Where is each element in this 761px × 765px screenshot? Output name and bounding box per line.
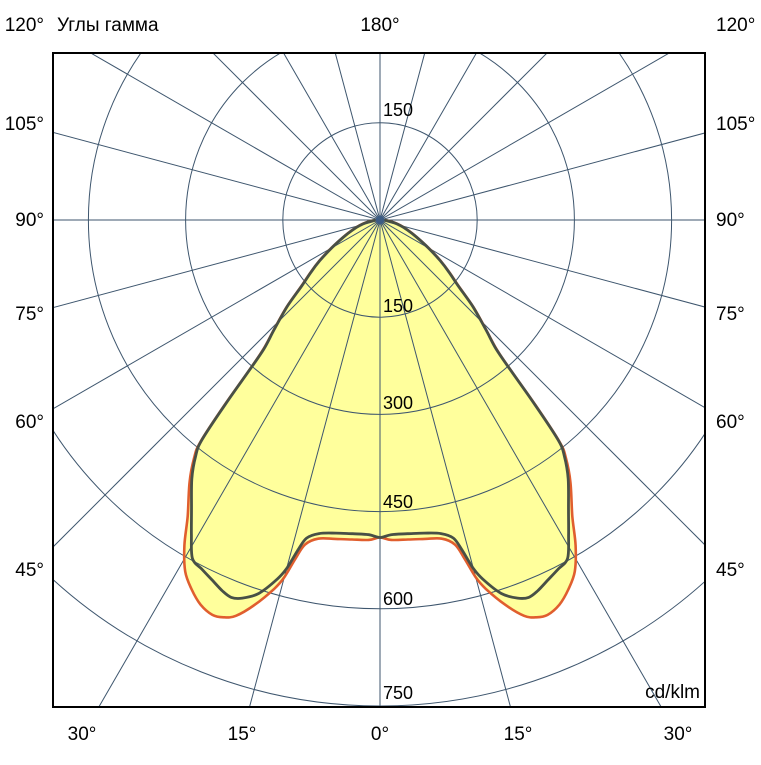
ring-labels-layer: 150 300 450 600 750 150 (383, 100, 413, 703)
curves-layer (182, 218, 578, 619)
gamma-angle-label-right: 90° (716, 210, 745, 231)
gamma-angle-label-bottom: 30° (68, 724, 97, 745)
gamma-angle-label-left: 75° (15, 304, 44, 325)
chart-title: Углы гамма (57, 15, 159, 36)
gamma-angle-label-right: 60° (716, 412, 745, 433)
gamma-angle-label-left: 45° (15, 560, 44, 581)
radial-grid-line (53, 219, 381, 309)
intensity-ring-label: 750 (383, 683, 413, 703)
radial-grid-line (379, 219, 705, 546)
radial-grid-line (334, 53, 381, 221)
gamma-angle-label-bottom: 15° (504, 724, 533, 745)
intensity-ring-label: 300 (383, 393, 413, 413)
intensity-ring-label: 600 (383, 589, 413, 609)
ring-grid-circle (185, 53, 575, 415)
intensity-ring-label: 150 (383, 296, 413, 316)
gamma-angle-label-left: 60° (15, 412, 44, 433)
grid-center-dot (375, 215, 385, 225)
intensity-ring-label-top: 150 (383, 100, 413, 120)
radial-grid-line (379, 219, 662, 707)
radial-grid-line (53, 219, 381, 410)
gamma-angle-label-left: 120° (5, 15, 44, 36)
radial-grid-line (379, 53, 671, 221)
gamma-angle-label-left: 90° (15, 210, 44, 231)
radial-grid-line (379, 53, 548, 221)
radial-grid-line (379, 53, 477, 221)
ring-grid-circle (282, 122, 478, 318)
radial-grid-line (379, 132, 705, 221)
radial-grid-line (379, 219, 705, 409)
radial-grid-line (379, 219, 705, 308)
radial-grid-line (379, 53, 426, 221)
radial-grid-line (53, 219, 381, 548)
plot-border (52, 52, 706, 708)
ring-grid-circle (53, 429, 705, 610)
radial-grid-line (53, 131, 381, 221)
gamma-angle-label-bottom: 30° (664, 724, 693, 745)
gamma-angle-label-right: 75° (716, 304, 745, 325)
gamma-angle-label-left: 105° (5, 114, 44, 135)
radial-grid-line (212, 53, 381, 221)
ring-grid-circle (87, 53, 673, 513)
gamma-angle-label-bottom: 0° (371, 724, 389, 745)
gamma-angle-label-right: 105° (716, 114, 755, 135)
angle-labels-layer: 120° 105° 90° 75° 60° 45° 120° 105° 90° 75° 60° 45°… (5, 15, 756, 745)
gamma-angle-label-right: 45° (716, 560, 745, 581)
radial-grid-line (283, 53, 381, 221)
gamma-angle-label-bottom: 15° (228, 724, 257, 745)
radial-grid-line (89, 53, 381, 221)
curve-dark (189, 218, 571, 600)
unit-label: cd/klm (645, 682, 700, 703)
gamma-angle-label-right: 120° (716, 15, 755, 36)
radial-grid-line (379, 219, 511, 707)
radial-grid-line (98, 219, 381, 707)
axis-180-label: 180° (360, 15, 399, 36)
radial-grid-line (249, 219, 381, 707)
intensity-ring-label: 450 (383, 492, 413, 512)
